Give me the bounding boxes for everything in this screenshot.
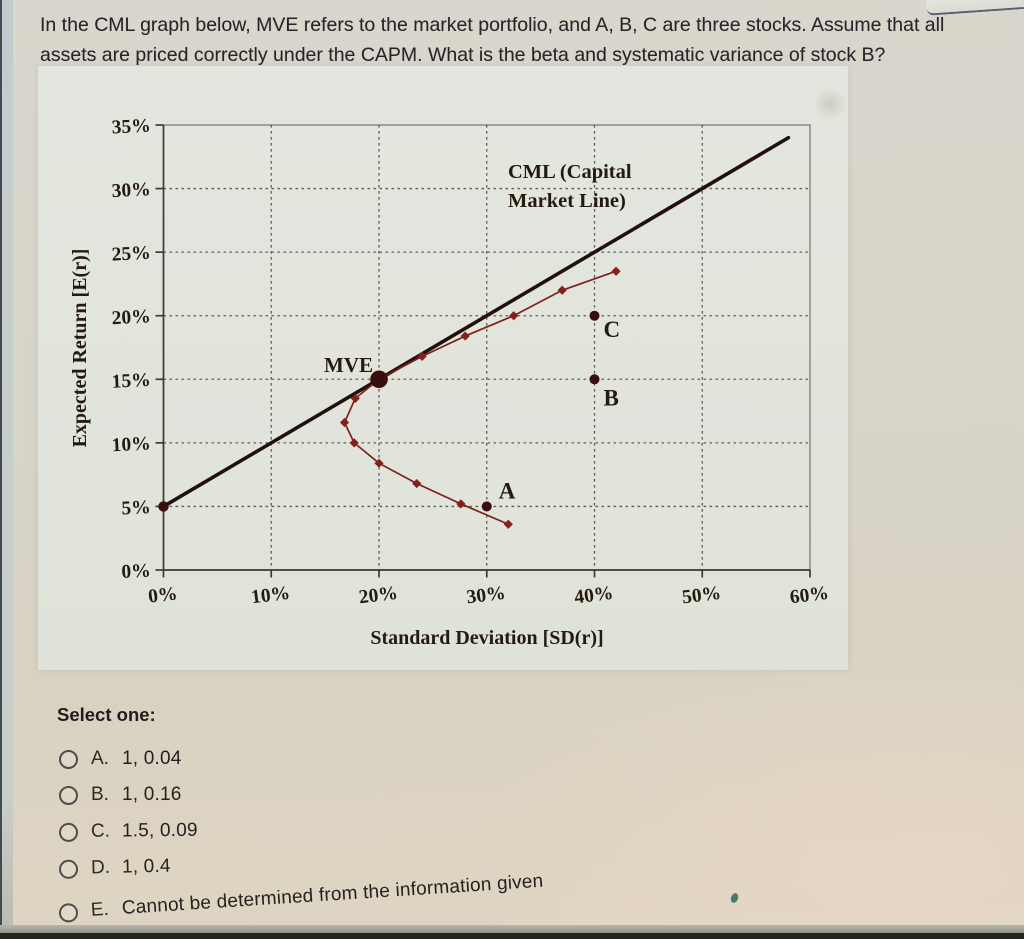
x-tick-label: 60% [789, 583, 830, 609]
y-tick-label: 15% [111, 370, 151, 393]
option-letter: A. [91, 748, 109, 769]
answer-option-c[interactable]: C. 1.5, 0.09 [58, 819, 198, 844]
option-letter: D. [90, 856, 111, 879]
x-axis-title: Standard Deviation [SD(r)] [370, 627, 603, 649]
y-tick-label: 5% [121, 497, 151, 520]
x-tick-label: 20% [358, 583, 399, 609]
x-tick-label: 0% [147, 583, 179, 607]
option-letter: C. [90, 820, 111, 842]
radio-button-d[interactable] [58, 859, 79, 879]
point-b [589, 374, 600, 385]
option-letter: E. [90, 898, 110, 921]
y-tick-label: 0% [121, 561, 151, 584]
option-text: 1, 0.16 [122, 784, 182, 805]
radio-button-b[interactable] [59, 785, 78, 805]
y-tick-label: 25% [111, 243, 151, 266]
option-text: 1, 0.4 [121, 855, 171, 878]
x-tick-label: 40% [573, 583, 614, 609]
radio-button-c[interactable] [58, 822, 79, 842]
screen-bottom-edge [0, 933, 1024, 939]
answer-option-b[interactable]: B. 1, 0.16 [59, 783, 182, 807]
x-tick-label: 10% [250, 583, 291, 609]
point-a [481, 501, 492, 512]
y-tick-label: 20% [111, 306, 151, 329]
label-a: A [499, 478, 516, 503]
x-tick-label: 30% [465, 583, 506, 609]
option-letter: B. [91, 784, 109, 805]
question-line-2: assets are priced correctly under the CA… [40, 44, 886, 66]
question-text: In the CML graph below, MVE refers to th… [40, 10, 1005, 70]
cml-chart-panel: MVE A B C CML (Capital Market Line) 0% 10% 20% 30… [38, 66, 848, 670]
answer-option-a[interactable]: A. 1, 0.04 [59, 747, 182, 771]
point-c [589, 310, 600, 321]
select-one-label: Select one: [57, 704, 156, 725]
cml-label: CML (Capital [508, 161, 632, 183]
cml-chart-svg: MVE A B C CML (Capital Market Line) 0% 10% 20% 30… [69, 116, 830, 649]
y-tick-label: 30% [111, 179, 151, 202]
x-tick-label: 50% [681, 583, 722, 609]
label-mve: MVE [324, 353, 373, 377]
screen-left-edge [0, 0, 13, 933]
cml-label: Market Line) [508, 190, 626, 212]
radio-button-a[interactable] [59, 749, 78, 769]
frontier-diamond-markers [339, 266, 621, 529]
y-tick-label: 35% [111, 116, 151, 139]
question-line-1: In the CML graph below, MVE refers to th… [40, 14, 945, 36]
y-axis-title: Expected Return [E(r)] [69, 249, 91, 448]
label-c: C [604, 317, 621, 342]
cml-line [161, 135, 791, 509]
point-mve [370, 370, 388, 389]
axes [155, 124, 811, 578]
answer-option-d[interactable]: D. 1, 0.4 [58, 855, 171, 881]
radio-button-e[interactable] [58, 902, 79, 923]
photo-smudge [814, 86, 846, 122]
option-text: 1, 0.04 [122, 748, 182, 769]
efficient-frontier-curve [343, 270, 617, 526]
screen-bottom-band [0, 925, 1024, 934]
y-tick-label: 10% [111, 433, 151, 456]
label-b: B [604, 385, 619, 410]
option-text: 1.5, 0.09 [121, 819, 198, 842]
gridlines [163, 125, 810, 570]
point-risk-free [158, 501, 169, 512]
